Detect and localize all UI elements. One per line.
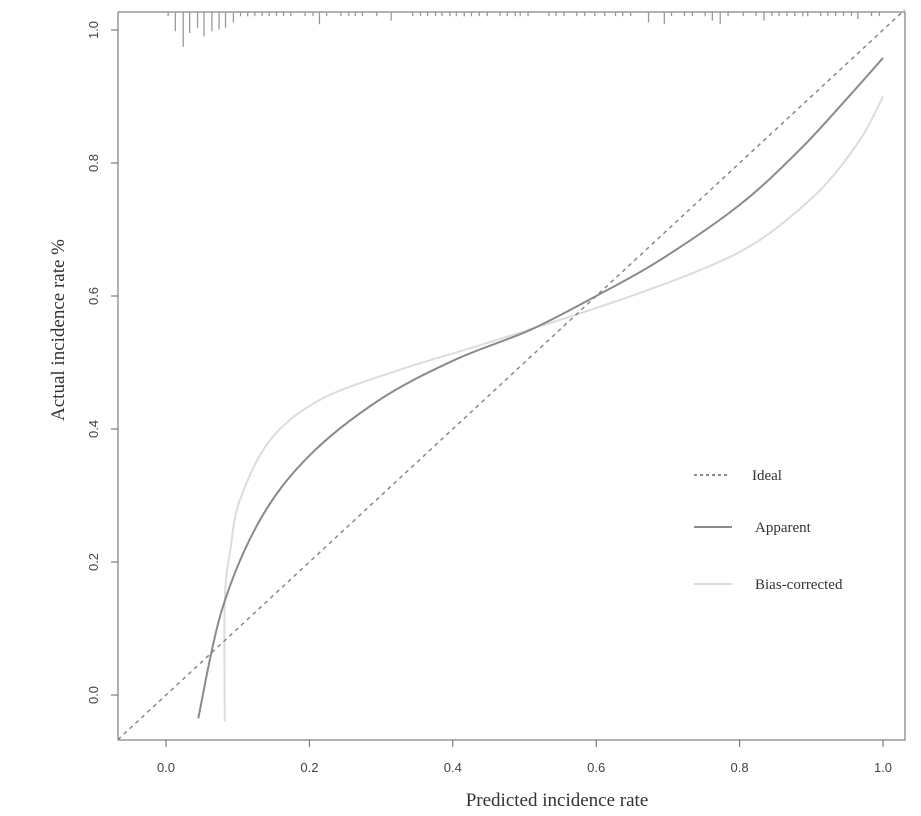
y-axis-label: Actual incidence rate % (48, 239, 69, 421)
x-tick-label: 0.2 (300, 760, 318, 775)
x-tick-label: 0.4 (444, 760, 462, 775)
x-axis-label: Predicted incidence rate (466, 790, 649, 811)
rug-marks (167, 12, 881, 47)
y-tick-label: 0.2 (86, 553, 101, 571)
y-tick-label: 0.6 (86, 287, 101, 305)
y-tick-label: 0.4 (86, 420, 101, 438)
y-tick-label: 1.0 (86, 21, 101, 39)
legend-label: Ideal (752, 468, 782, 484)
x-axis: 0.0 0.2 0.4 0.6 0.8 1.0 (157, 740, 892, 775)
series-line-ideal (117, 9, 906, 741)
series-lines (117, 9, 906, 741)
plot-frame (117, 11, 906, 741)
x-tick-label: 1.0 (874, 760, 892, 775)
y-axis: 0.0 0.2 0.4 0.6 0.8 1.0 (86, 21, 118, 704)
x-tick-label: 0.0 (157, 760, 175, 775)
legend-label: Bias-corrected (755, 577, 843, 593)
series-line-apparent (197, 57, 884, 719)
series-line-bias-corrected (223, 96, 884, 722)
x-tick-label: 0.6 (587, 760, 605, 775)
y-tick-label: 0.0 (86, 686, 101, 704)
y-tick-label: 0.8 (86, 154, 101, 172)
legend: Ideal Apparent Bias-corrected (694, 468, 843, 593)
legend-label: Apparent (755, 520, 812, 536)
x-tick-label: 0.8 (731, 760, 749, 775)
